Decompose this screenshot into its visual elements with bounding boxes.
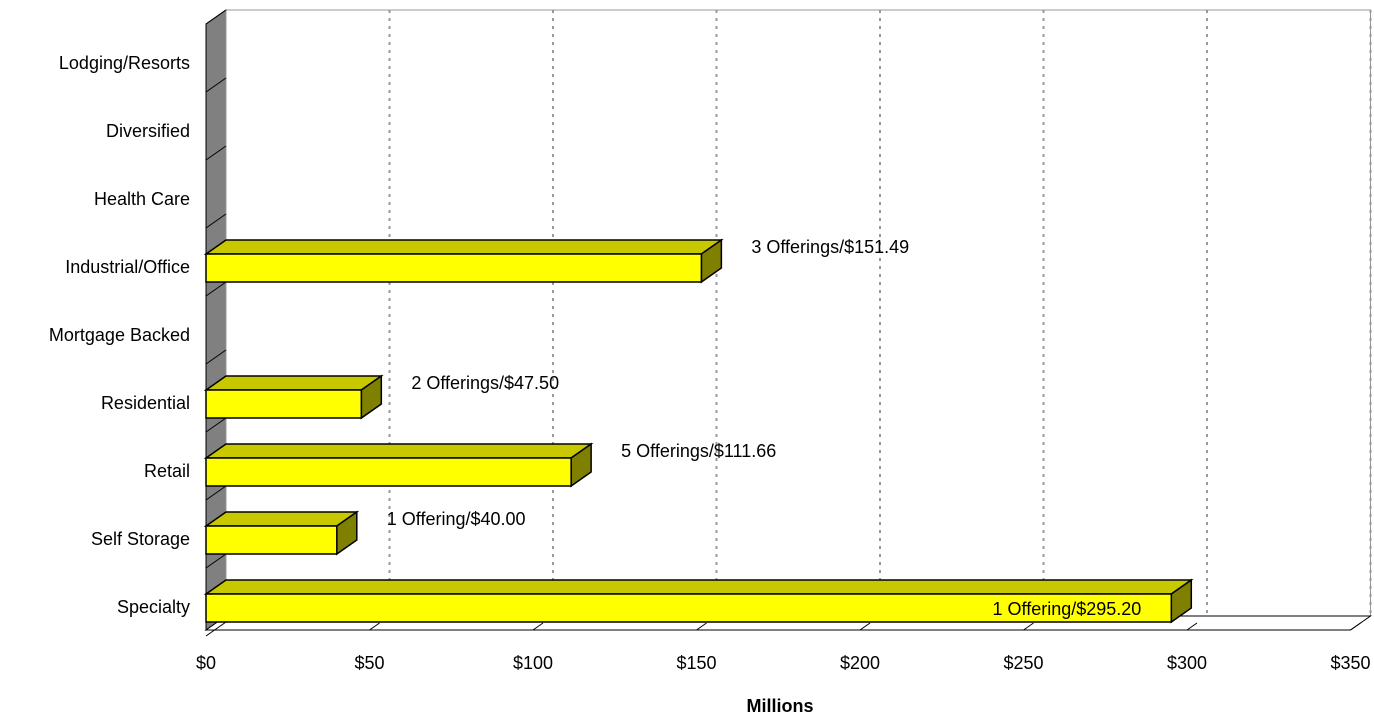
- x-tick-label: $50: [354, 653, 384, 673]
- category-labels: Lodging/Resorts Diversified Health Care Ind…: [49, 53, 190, 617]
- data-label: 1 Offering/$40.00: [387, 509, 526, 529]
- bar: [203, 238, 724, 284]
- category-tick: [205, 213, 227, 229]
- category-label: Lodging/Resorts: [59, 53, 190, 73]
- bar: [203, 442, 594, 488]
- category-tick: [205, 621, 227, 637]
- bar-top: [203, 511, 360, 527]
- bar: [203, 578, 1194, 624]
- x-tick-label: $150: [676, 653, 716, 673]
- bar-top: [203, 239, 724, 255]
- plot-walls: [204, 9, 1373, 637]
- category-tick: [205, 553, 227, 569]
- bar-front: [205, 457, 572, 487]
- x-axis-title: Millions: [747, 696, 814, 716]
- floor-tick: [696, 622, 707, 631]
- data-label: 1 Offering/$295.20: [993, 599, 1142, 619]
- bar: [203, 510, 360, 556]
- category-tick: [205, 9, 227, 25]
- category-tick: [205, 145, 227, 161]
- category-tick: [205, 281, 227, 297]
- data-label: 5 Offerings/$111.66: [621, 441, 776, 461]
- x-tick-label: $200: [840, 653, 880, 673]
- category-label: Self Storage: [91, 529, 190, 549]
- category-tick: [205, 349, 227, 365]
- bar-front: [205, 389, 363, 419]
- data-label: 3 Offerings/$151.49: [751, 237, 909, 257]
- data-label: 2 Offerings/$47.50: [411, 373, 559, 393]
- floor-tick: [1023, 622, 1034, 631]
- category-label: Specialty: [117, 597, 190, 617]
- gridlines: [369, 10, 1372, 631]
- category-label: Industrial/Office: [65, 257, 190, 277]
- x-tick-label: $350: [1330, 653, 1370, 673]
- x-tick-label: $100: [513, 653, 553, 673]
- bar-top: [203, 443, 594, 459]
- category-label: Residential: [101, 393, 190, 413]
- category-label: Health Care: [94, 189, 190, 209]
- category-label: Diversified: [106, 121, 190, 141]
- bar-front: [205, 593, 1173, 623]
- bar: [203, 374, 384, 420]
- x-tick-label: $250: [1003, 653, 1043, 673]
- bars: [203, 238, 1194, 624]
- floor-tick: [1350, 622, 1361, 631]
- x-tick-labels: $0 $50 $100 $150 $200 $250 $300 $350: [196, 653, 1371, 673]
- category-tick: [205, 417, 227, 433]
- bar-top: [203, 579, 1194, 595]
- floor-tick: [369, 622, 380, 631]
- bar-top: [203, 375, 384, 391]
- category-tick: [205, 77, 227, 93]
- data-labels: 3 Offerings/$151.49 2 Offerings/$47.50 5 O…: [387, 237, 1142, 619]
- category-tick: [205, 485, 227, 501]
- floor-tick: [1186, 622, 1198, 631]
- floor-tick: [859, 622, 871, 631]
- x-tick-label: $0: [196, 653, 216, 673]
- category-label: Retail: [144, 461, 190, 481]
- category-label: Mortgage Backed: [49, 325, 190, 345]
- bar-front: [205, 525, 338, 555]
- bar-front: [205, 253, 703, 283]
- x-tick-label: $300: [1167, 653, 1207, 673]
- floor-tick: [532, 622, 544, 631]
